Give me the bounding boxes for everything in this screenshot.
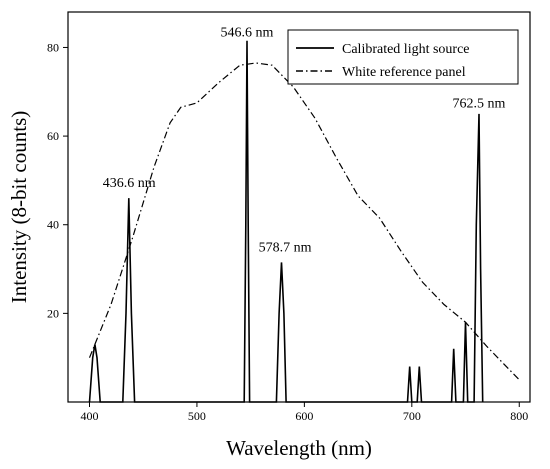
y-axis-title: Intensity (8-bit counts) [7,111,31,303]
x-tick-label: 700 [403,409,421,423]
peak-label: 578.7 nm [259,240,312,255]
legend-label: White reference panel [342,65,466,80]
x-tick-label: 500 [188,409,206,423]
x-tick-label: 600 [295,409,313,423]
plot-area [88,40,520,403]
peak-label: 546.6 nm [221,25,274,40]
x-axis-title: Wavelength (nm) [226,436,372,460]
y-tick-label: 20 [47,306,59,320]
peak-label: 436.6 nm [103,176,156,191]
peak-annotations: 436.6 nm 546.6 nm 578.7 nm 762.5 nm [103,25,506,255]
series-line-white-reference [88,62,520,381]
x-tick-label: 800 [510,409,528,423]
y-tick-label: 40 [47,218,59,232]
x-tick-label: 400 [80,409,98,423]
y-tick-label: 80 [47,40,59,54]
peak-label: 762.5 nm [453,96,506,111]
axis-ticks: 400 500 600 700 800 20 40 60 80 [47,40,528,423]
series-line-calibrated-source [88,40,484,403]
legend-box [287,29,519,85]
legend: Calibrated light source White reference p… [287,29,519,85]
legend-label: Calibrated light source [342,42,470,57]
y-tick-label: 60 [47,129,59,143]
plot-frame [67,11,531,403]
